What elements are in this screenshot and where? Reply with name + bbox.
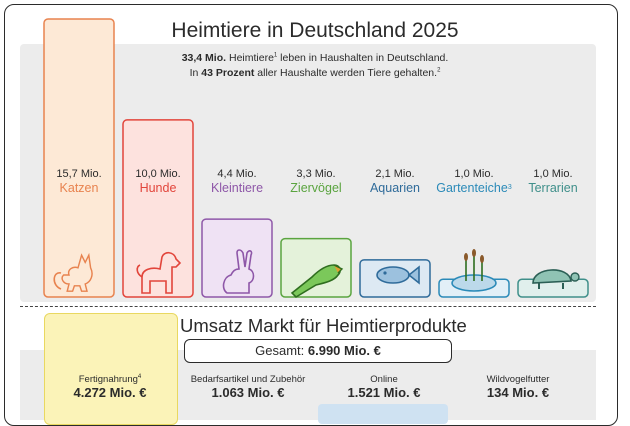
category-label: Ziervögel — [290, 181, 341, 195]
dog-icon — [136, 251, 182, 294]
category-label: Terrarien — [528, 181, 577, 195]
subtitle-pets-total: 33,4 Mio. Heimtiere1 leben in Haushalten… — [0, 52, 630, 64]
market-item-online: Online 1.521 Mio. € — [318, 374, 450, 400]
subtitle-households: In 43 Prozent aller Haushalte werden Tie… — [0, 67, 630, 79]
category-label: Gartenteiche3 — [436, 181, 512, 195]
market-item-fertignahrung: Fertignahrung4 4.272 Mio. € — [44, 374, 176, 400]
value-label: 10,0 Mio. — [135, 168, 180, 180]
market-item-label: Online — [370, 374, 398, 385]
footnote-mark: 2 — [437, 67, 441, 74]
pets-bar-chart: 15,7 Mio.Katzen 10,0 Mio.Hunde 4,4 Mio.Kle… — [43, 18, 589, 299]
bar-ziervögel — [280, 237, 352, 298]
category-label: Kleintiere — [211, 181, 263, 195]
value-label: 3,3 Mio. — [296, 168, 335, 180]
section-divider — [20, 306, 596, 307]
category-label: Hunde — [140, 181, 177, 195]
market-total-value: 6.990 Mio. € — [307, 343, 381, 358]
market-item-wildvogelfutter: Wildvogelfutter 134 Mio. € — [452, 374, 584, 400]
pond-icon — [451, 249, 497, 292]
pets-total-rest: leben in Haushalten in Deutschland. — [277, 52, 449, 64]
category-label: Katzen — [60, 181, 99, 195]
bar-katzen — [43, 18, 115, 298]
cat-icon — [53, 252, 93, 292]
value-label: 1,0 Mio. — [454, 168, 493, 180]
value-label: 2,1 Mio. — [375, 168, 414, 180]
value-label: 1,0 Mio. — [533, 168, 572, 180]
market-item-value: 1.063 Mio. € — [211, 385, 285, 400]
market-item-bedarfsartikel: Bedarfsartikel und Zubehör 1.063 Mio. € — [182, 374, 314, 400]
market-item-label: Fertignahrung — [78, 374, 138, 386]
page-title: Heimtiere in Deutschland 2025 — [171, 19, 459, 42]
footnote-mark: 1 — [273, 52, 278, 59]
highlight-online — [318, 404, 448, 424]
value-label: 15,7 Mio. — [56, 168, 101, 180]
market-item-label: Bedarfsartikel und Zubehör — [190, 374, 306, 385]
parrot-icon — [290, 264, 344, 299]
fish-icon — [376, 265, 420, 285]
households-rest: aller Haushalte werden Tiere gehalten. — [254, 67, 438, 79]
households-pre: In — [189, 67, 202, 79]
households-value: 43 Prozent — [201, 67, 255, 79]
market-item-label: Wildvogelfutter — [486, 374, 550, 385]
pets-total-value: 33,4 Mio. — [181, 52, 227, 64]
turtle-icon — [532, 269, 580, 289]
highlight-fertignahrung — [44, 313, 178, 425]
market-item-value: 4.272 Mio. € — [73, 385, 147, 401]
market-total-box: Gesamt: 6.990 Mio. € — [184, 339, 452, 363]
footnote-mark: 4 — [137, 374, 142, 380]
market-item-value: 1.521 Mio. € — [347, 385, 421, 400]
market-total-label: Gesamt: — [255, 343, 308, 358]
category-label: Aquarien — [370, 181, 420, 195]
bar-hunde — [122, 119, 194, 298]
footnote-mark: 3 — [508, 184, 512, 191]
rabbit-icon — [222, 249, 255, 294]
market-item-value: 134 Mio. € — [486, 385, 550, 400]
value-label: 4,4 Mio. — [217, 168, 256, 180]
pets-total-text: Heimtiere — [226, 52, 274, 64]
market-title: Umsatz Markt für Heimtierprodukte — [180, 315, 467, 336]
